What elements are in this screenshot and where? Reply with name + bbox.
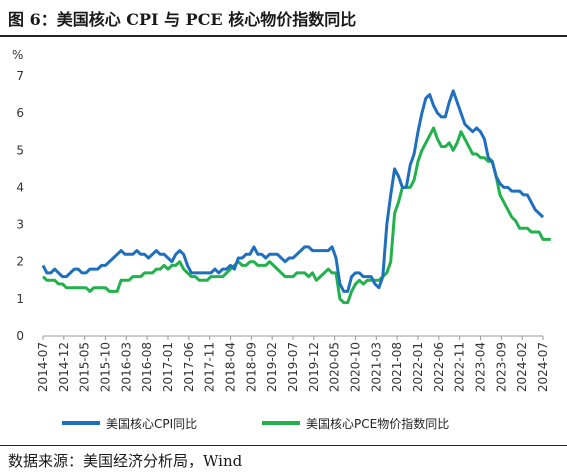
x-tick-label: 2015-10: [99, 342, 113, 392]
y-tick-label: 3: [16, 218, 24, 232]
x-tick-label: 2021-08: [390, 342, 404, 392]
x-tick-label: 2022-11: [453, 342, 467, 392]
y-tick-label: 7: [16, 69, 24, 83]
y-tick-label: 5: [16, 143, 24, 157]
x-tick-label: 2017-06: [182, 342, 196, 392]
x-tick-label: 2024-07: [536, 342, 550, 392]
legend: 美国核心CPI同比 美国核心PCE物价指数同比: [62, 416, 449, 431]
legend-label-pce: 美国核心PCE物价指数同比: [306, 416, 449, 431]
y-tick-label: 6: [16, 106, 24, 120]
x-tick-label: 2020-10: [349, 342, 363, 392]
y-axis: 0 1 2 3 4 5 6 7: [16, 69, 24, 343]
x-tick-label: 2014-12: [57, 342, 71, 392]
series-lines: [41, 89, 551, 305]
x-tick-label: 2015-05: [78, 342, 92, 392]
x-tick-label: 2021-03: [369, 342, 383, 392]
x-tick-label: 2019-07: [286, 342, 300, 392]
x-tick-label: 2016-03: [119, 342, 133, 392]
series-line-cpi: [41, 89, 545, 293]
x-tick-label: 2022-01: [411, 342, 425, 392]
chart-title: 图 6：美国核心 CPI 与 PCE 核心物价指数同比: [8, 10, 357, 29]
x-tick-label: 2017-01: [161, 342, 175, 392]
y-tick-label: 1: [16, 292, 24, 306]
x-tick-label: 2018-04: [224, 342, 238, 392]
y-tick-label: 2: [16, 255, 24, 269]
footer-divider: [0, 445, 567, 446]
x-tick-label: 2023-09: [494, 342, 508, 392]
x-tick-label: 2019-02: [265, 342, 279, 392]
x-tick-label: 2019-12: [307, 342, 321, 392]
x-tick-label: 2023-04: [474, 342, 488, 392]
y-tick-label: 4: [16, 180, 24, 194]
x-axis: 2014-07 2014-12 2015-05 2015-10 2016-03 2016-…: [36, 336, 550, 392]
legend-label-cpi: 美国核心CPI同比: [106, 417, 197, 431]
series-line-pce: [41, 126, 551, 305]
y-axis-unit: %: [12, 48, 23, 62]
x-tick-label: 2014-07: [36, 342, 50, 392]
x-tick-label: 2016-08: [140, 342, 154, 392]
x-tick-label: 2020-05: [328, 342, 342, 392]
x-tick-label: 2022-06: [432, 342, 446, 392]
y-tick-label: 0: [16, 329, 24, 343]
x-tick-label: 2018-09: [244, 342, 258, 392]
x-tick-label: 2024-02: [515, 342, 529, 392]
data-source: 数据来源：美国经济分析局，Wind: [8, 452, 243, 470]
title-divider: [0, 35, 567, 37]
x-tick-label: 2017-11: [203, 342, 217, 392]
